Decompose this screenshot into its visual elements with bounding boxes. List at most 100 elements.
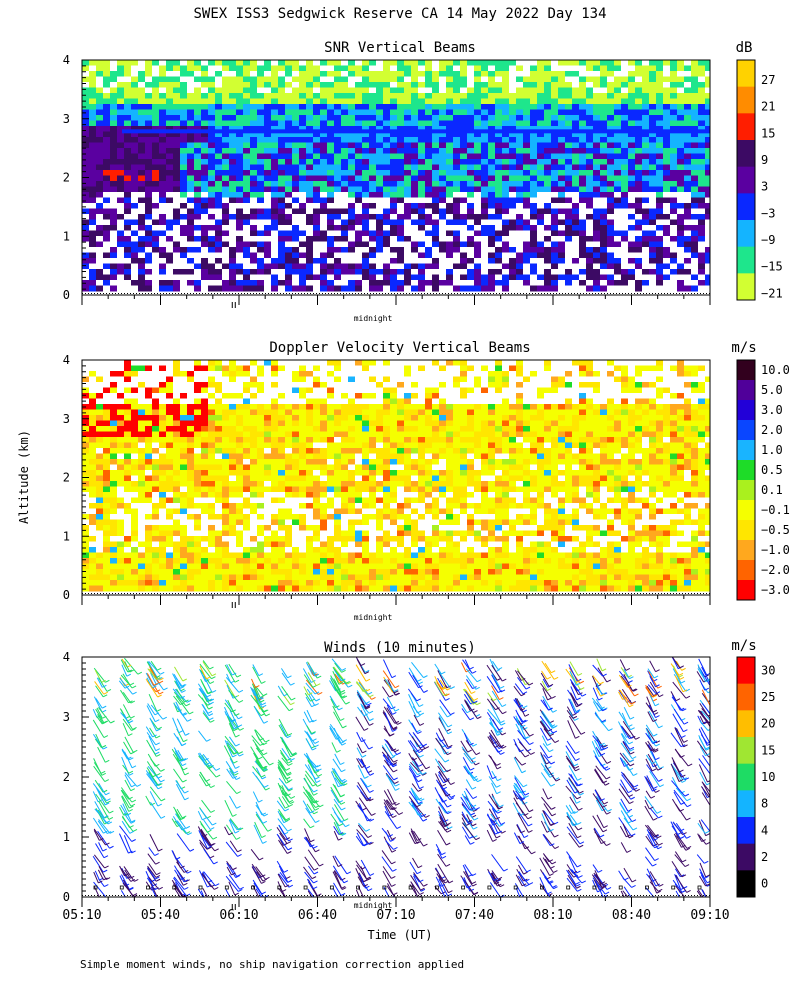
snr-cell <box>446 285 454 292</box>
doppler-cell <box>544 393 552 399</box>
doppler-cell <box>460 376 468 383</box>
doppler-cell <box>292 365 300 372</box>
snr-cell <box>530 280 538 286</box>
snr-cell <box>411 104 419 110</box>
snr-cell <box>201 285 209 292</box>
snr-cell <box>474 230 482 237</box>
snr-cell <box>649 186 657 193</box>
snr-cell <box>236 175 244 182</box>
snr-cell <box>544 258 552 264</box>
snr-cell <box>621 142 629 149</box>
snr-cell <box>642 181 650 187</box>
snr-cell <box>299 214 307 220</box>
snr-cell <box>222 214 230 220</box>
snr-cell <box>306 280 314 286</box>
snr-cell <box>383 120 391 127</box>
snr-cell <box>495 148 503 154</box>
snr-cell <box>376 192 384 198</box>
snr-cell <box>222 252 230 259</box>
doppler-cell <box>628 393 636 399</box>
snr-cell <box>691 175 699 182</box>
doppler-cell <box>236 415 244 421</box>
snr-cell <box>705 230 710 237</box>
snr-cell <box>341 285 349 292</box>
snr-cell <box>649 71 657 77</box>
snr-cell <box>131 208 139 215</box>
doppler-cell <box>180 387 188 394</box>
doppler-cell <box>278 404 286 410</box>
snr-cell <box>124 197 132 204</box>
snr-cell <box>558 280 566 286</box>
snr-cell <box>474 274 482 281</box>
doppler-cell <box>705 365 710 372</box>
doppler-cell <box>488 415 496 421</box>
doppler-cell <box>376 371 384 377</box>
snr-cell <box>537 131 545 138</box>
snr-cell <box>222 192 230 198</box>
snr-cell <box>621 170 629 176</box>
snr-cell <box>698 71 706 77</box>
snr-cell <box>621 230 629 237</box>
snr-cell <box>299 153 307 160</box>
snr-cell <box>271 219 279 226</box>
snr-cell <box>376 93 384 99</box>
snr-cell <box>670 219 678 226</box>
doppler-cell <box>558 415 566 421</box>
snr-cell <box>369 142 377 149</box>
doppler-cell <box>502 376 510 383</box>
snr-cell <box>131 93 139 99</box>
snr-cell <box>355 93 363 99</box>
snr-cell <box>397 241 405 248</box>
snr-cell <box>481 258 489 264</box>
snr-cell <box>523 263 531 270</box>
doppler-cell <box>103 360 111 366</box>
snr-cell <box>628 219 636 226</box>
snr-cell <box>96 104 104 110</box>
snr-cell <box>103 258 111 264</box>
doppler-cell <box>523 387 531 394</box>
snr-cell <box>404 252 412 259</box>
snr-cell <box>376 109 384 116</box>
doppler-cell <box>516 415 524 421</box>
snr-cell <box>341 181 349 187</box>
snr-cell <box>96 230 104 237</box>
snr-cell <box>271 186 279 193</box>
snr-cell <box>495 208 503 215</box>
snr-cell <box>614 104 622 110</box>
snr-cell <box>523 71 531 77</box>
doppler-cell <box>572 371 580 377</box>
doppler-cell <box>677 420 685 427</box>
snr-cell <box>523 82 531 88</box>
snr-cell <box>285 76 293 83</box>
snr-cell <box>649 131 657 138</box>
doppler-cell <box>432 376 440 383</box>
doppler-cell <box>390 382 398 388</box>
snr-cell <box>488 186 496 193</box>
snr-cell <box>523 197 531 204</box>
snr-cell <box>124 263 132 270</box>
snr-cell <box>103 203 111 209</box>
snr-cell <box>684 280 692 286</box>
doppler-cell <box>481 376 489 383</box>
snr-cell <box>579 137 587 143</box>
snr-cell <box>187 263 195 270</box>
snr-cell <box>103 197 111 204</box>
snr-cell <box>698 236 706 242</box>
snr-cell <box>390 60 398 66</box>
snr-cell <box>82 142 90 149</box>
snr-cell <box>215 142 223 149</box>
snr-cell <box>488 104 496 110</box>
snr-cell <box>313 131 321 138</box>
snr-cell <box>306 247 314 253</box>
snr-cell <box>404 175 412 182</box>
snr-cell <box>663 142 671 149</box>
snr-cell <box>586 126 594 132</box>
snr-cell <box>670 252 678 259</box>
snr-cell <box>313 258 321 264</box>
doppler-cell <box>313 409 321 416</box>
snr-cell <box>180 219 188 226</box>
doppler-cell <box>418 371 426 377</box>
snr-cell <box>488 65 496 72</box>
doppler-cell <box>705 393 710 399</box>
snr-cell <box>362 170 370 176</box>
